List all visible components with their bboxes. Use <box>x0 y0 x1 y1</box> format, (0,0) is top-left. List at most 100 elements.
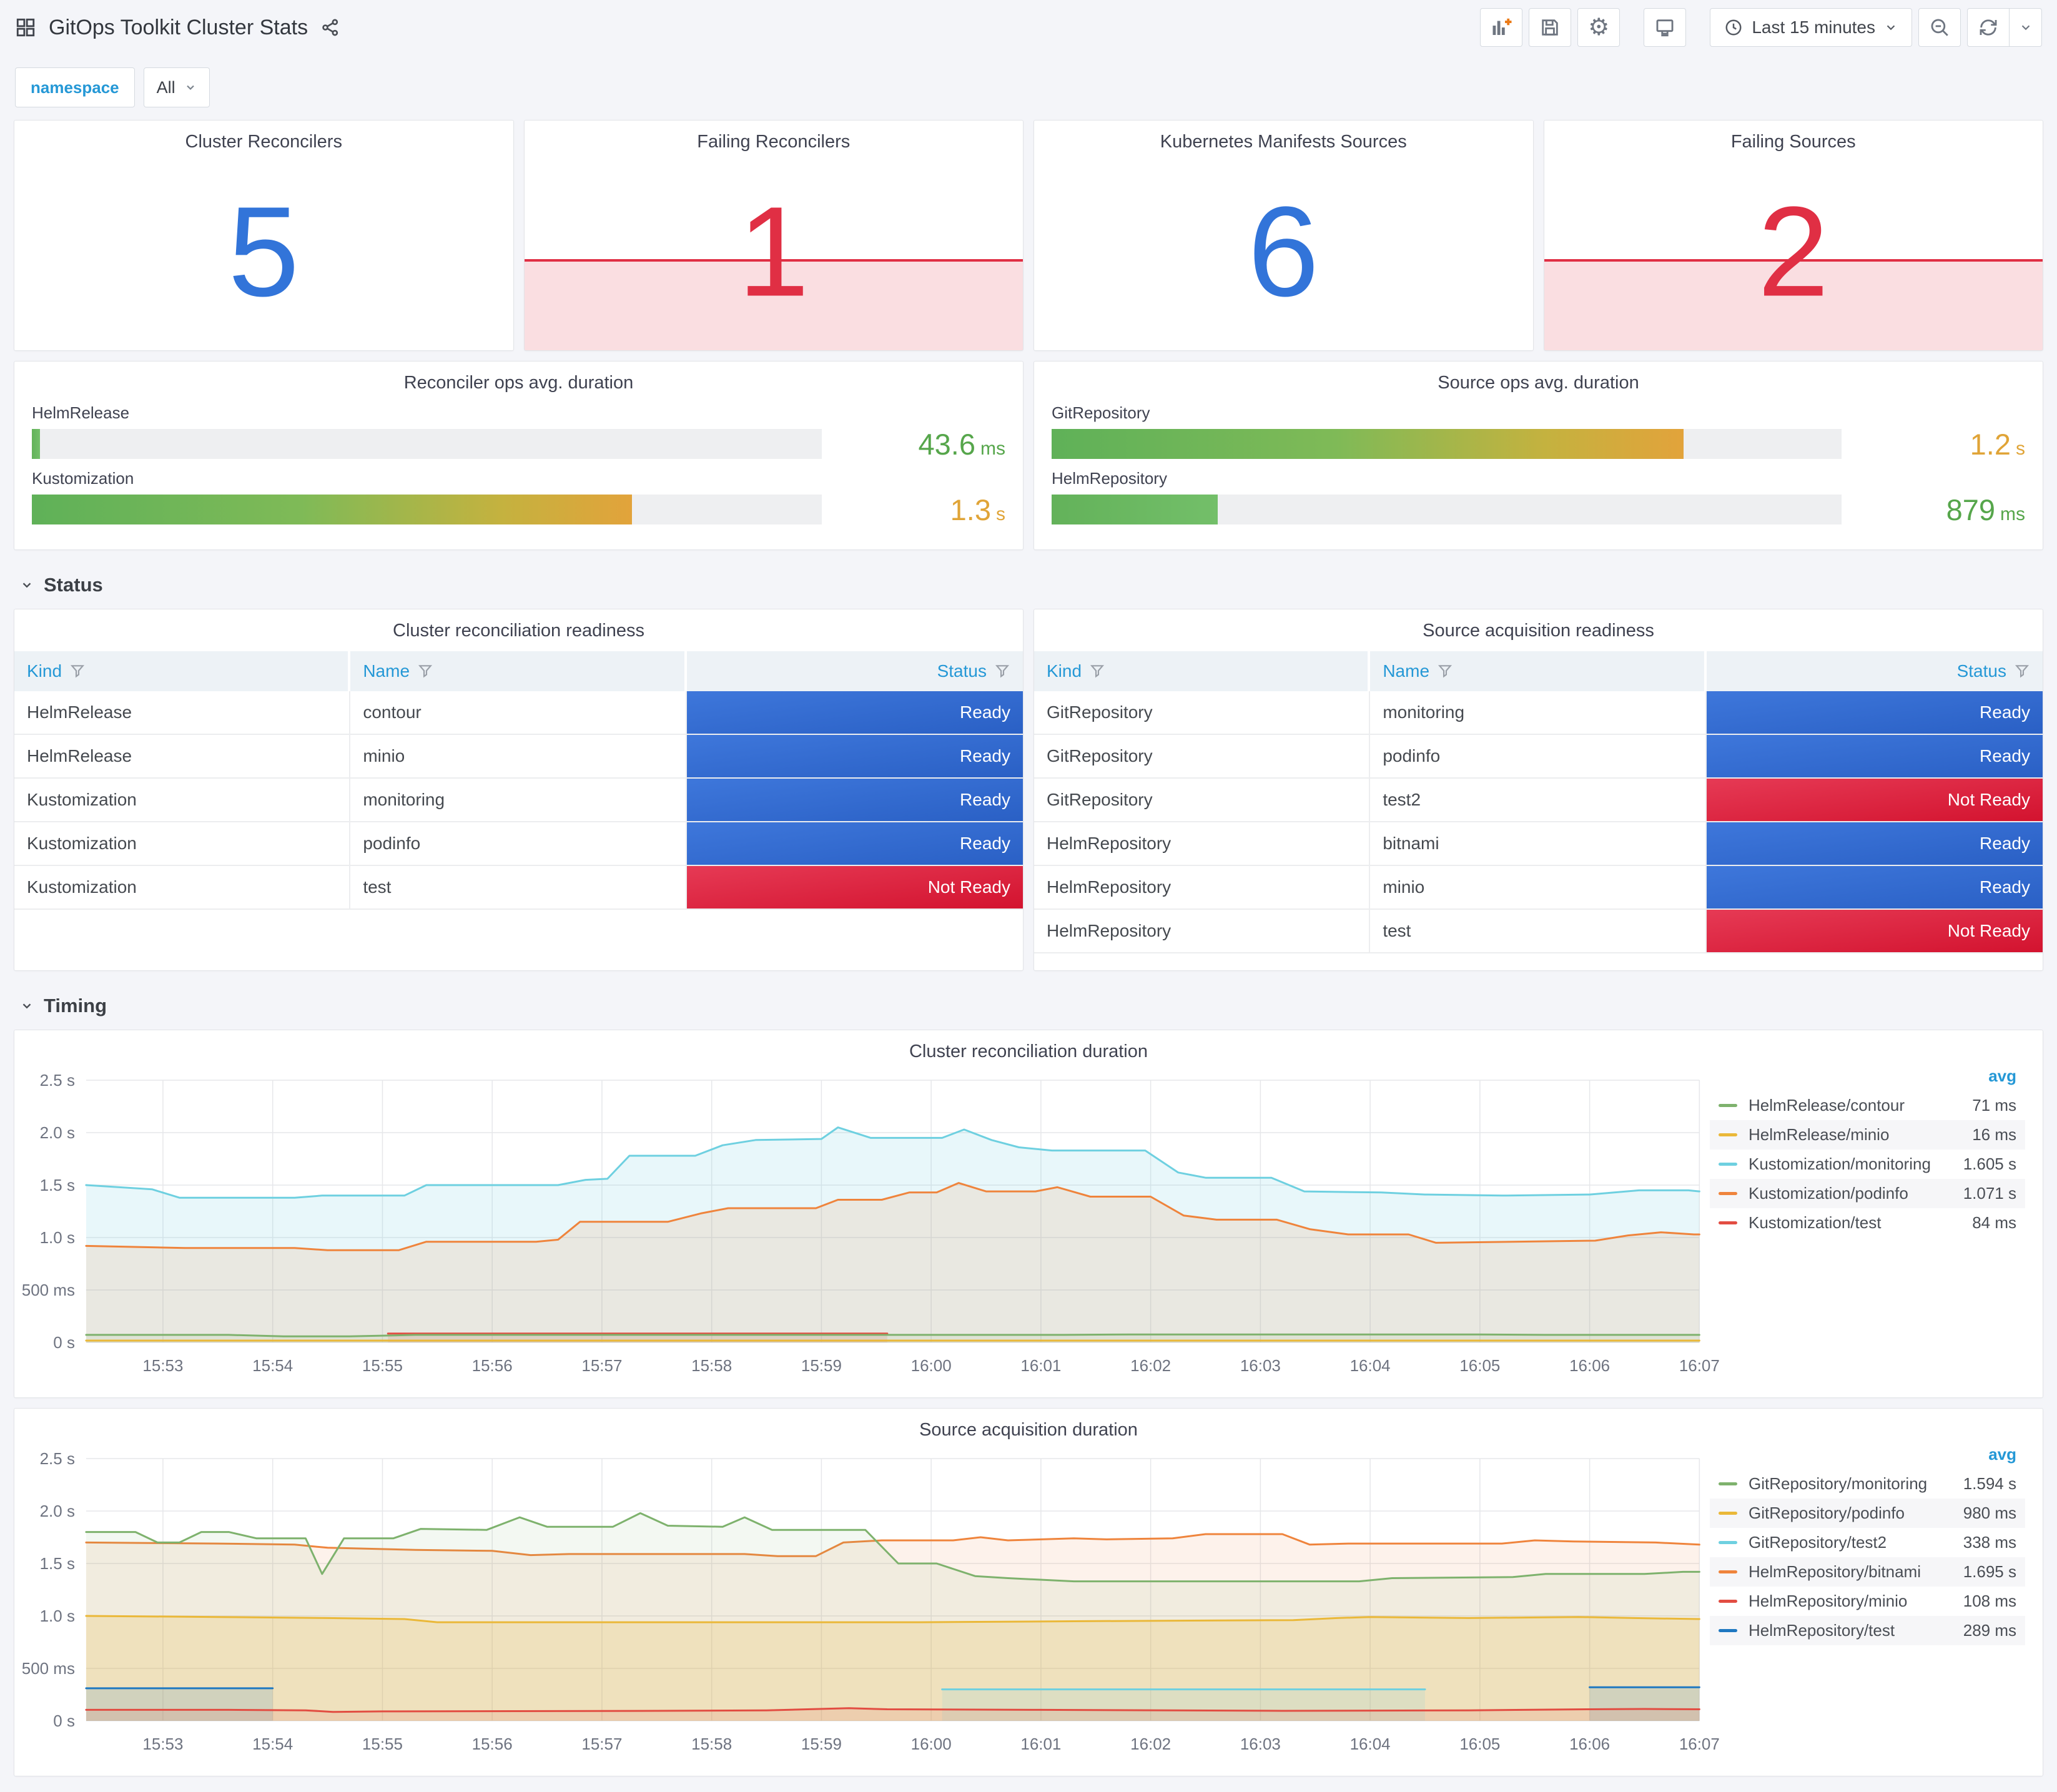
save-dashboard-button[interactable] <box>1529 8 1572 47</box>
legend-series-swatch <box>1719 1541 1737 1544</box>
legend-series-avg: 108 ms <box>1963 1592 2016 1610</box>
column-header-label: Name <box>1383 661 1430 681</box>
legend-item[interactable]: HelmRepository/test 289 ms <box>1710 1616 2025 1645</box>
svg-text:16:04: 16:04 <box>1350 1735 1391 1753</box>
legend-series-name: GitRepository/podinfo <box>1749 1504 1905 1522</box>
table-row: HelmRelease contour Ready <box>14 691 1023 735</box>
legend-series-swatch <box>1719 1133 1737 1136</box>
table-row: HelmRepository minio Ready <box>1034 866 2043 910</box>
cell-name: test <box>1370 910 1707 952</box>
gauge-track <box>1052 495 1842 524</box>
svg-text:0 s: 0 s <box>53 1711 75 1730</box>
chevron-down-icon <box>2019 21 2033 34</box>
gauge-bar-fill <box>32 495 633 524</box>
refresh-button[interactable] <box>1967 8 2010 47</box>
add-panel-button[interactable] <box>1480 8 1523 47</box>
svg-text:16:00: 16:00 <box>911 1735 952 1753</box>
column-header-name[interactable]: Name <box>1370 651 1707 691</box>
cell-name: test <box>350 866 687 908</box>
variable-label-namespace: namespace <box>15 67 135 107</box>
legend-item[interactable]: GitRepository/monitoring 1.594 s <box>1710 1469 2025 1499</box>
gauges-row: Reconciler ops avg. duration HelmRelease 4… <box>14 361 2043 550</box>
cycle-view-mode-button[interactable] <box>1644 8 1687 47</box>
svg-text:2.5 s: 2.5 s <box>40 1071 75 1090</box>
zoom-out-icon <box>1929 17 1950 38</box>
gauge-value-number: 879 <box>1946 493 1995 526</box>
cell-kind: GitRepository <box>1034 691 1371 734</box>
gauge-value-unit: s <box>2016 438 2025 459</box>
chart-plot-area[interactable]: 0 s 500 ms 1.0 s 1.5 s 2.0 s 2.5 s 15:53 15:54 1… <box>14 1030 2043 1397</box>
column-header-kind[interactable]: Kind <box>1034 651 1371 691</box>
svg-text:1.5 s: 1.5 s <box>40 1176 75 1194</box>
column-header-label: Kind <box>27 661 62 681</box>
column-header-label: Kind <box>1047 661 1082 681</box>
variable-value-dropdown[interactable]: All <box>143 67 210 107</box>
filter-icon <box>995 665 1010 678</box>
legend-item[interactable]: Kustomization/test 84 ms <box>1710 1208 2025 1238</box>
legend-series-avg: 1.695 s <box>1963 1562 2016 1581</box>
legend-item[interactable]: GitRepository/podinfo 980 ms <box>1710 1499 2025 1528</box>
zoom-out-button[interactable] <box>1918 8 1961 47</box>
gauge-panel-title: Reconciler ops avg. duration <box>403 373 634 393</box>
legend-item[interactable]: HelmRepository/bitnami 1.695 s <box>1710 1557 2025 1587</box>
legend-series-name: GitRepository/test2 <box>1749 1533 1887 1552</box>
legend-series-avg: 84 ms <box>1972 1213 2016 1232</box>
refresh-interval-dropdown[interactable] <box>2010 8 2042 47</box>
cell-kind: HelmRepository <box>1034 822 1371 865</box>
legend-series-name: Kustomization/podinfo <box>1749 1184 1908 1203</box>
svg-text:16:02: 16:02 <box>1130 1735 1171 1753</box>
legend-series-swatch <box>1719 1512 1737 1515</box>
svg-text:500 ms: 500 ms <box>22 1659 75 1678</box>
section-title: Timing <box>44 995 107 1017</box>
table-row: HelmRepository bitnami Ready <box>1034 822 2043 866</box>
legend-avg-header[interactable]: avg <box>1988 1445 2016 1464</box>
svg-text:1.0 s: 1.0 s <box>40 1607 75 1625</box>
chart-plot-area[interactable]: 0 s 500 ms 1.0 s 1.5 s 2.0 s 2.5 s 15:53 15:54 1… <box>14 1409 2043 1776</box>
cell-kind: Kustomization <box>14 866 351 908</box>
legend-rows: GitRepository/monitoring 1.594 s GitReposi… <box>1710 1469 2025 1645</box>
legend-item[interactable]: Kustomization/podinfo 1.071 s <box>1710 1179 2025 1208</box>
legend-item[interactable]: Kustomization/monitoring 1.605 s <box>1710 1150 2025 1179</box>
add-panel-icon <box>1490 16 1512 39</box>
cell-kind: Kustomization <box>14 779 351 821</box>
legend-series-swatch <box>1719 1570 1737 1573</box>
legend-series-avg: 338 ms <box>1963 1533 2016 1552</box>
column-header-status[interactable]: Status <box>1707 651 2043 691</box>
legend-series-name: HelmRelease/contour <box>1749 1096 1905 1115</box>
gauge-bar-fill <box>1052 429 1684 459</box>
column-header-kind[interactable]: Kind <box>14 651 351 691</box>
time-range-label: Last 15 minutes <box>1752 17 1875 37</box>
legend-avg-header[interactable]: avg <box>1988 1066 2016 1085</box>
cell-status: Not Ready <box>1706 910 2043 952</box>
legend-item[interactable]: HelmRelease/contour 71 ms <box>1710 1091 2025 1120</box>
stat-panel: Failing Reconcilers 1 <box>523 120 1024 351</box>
section-header-status[interactable]: Status <box>14 560 2043 599</box>
legend-series-swatch <box>1719 1192 1737 1195</box>
time-range-picker[interactable]: Last 15 minutes <box>1710 8 1912 47</box>
column-header-label: Name <box>363 661 410 681</box>
section-header-timing[interactable]: Timing <box>14 981 2043 1020</box>
gauge-row: HelmRelease 43.6 ms <box>32 403 1005 459</box>
legend-item[interactable]: GitRepository/test2 338 ms <box>1710 1528 2025 1557</box>
column-header-name[interactable]: Name <box>350 651 687 691</box>
table-header-row: Kind Name Status <box>1034 651 2043 691</box>
svg-text:16:06: 16:06 <box>1569 1735 1610 1753</box>
legend-series-name: GitRepository/monitoring <box>1749 1474 1928 1493</box>
dashboard-settings-button[interactable]: ⚙ <box>1577 8 1620 47</box>
cell-kind: HelmRepository <box>1034 910 1371 952</box>
variables-row: namespace All <box>0 49 2057 112</box>
column-header-status[interactable]: Status <box>687 651 1023 691</box>
page-title: GitOps Toolkit Cluster Stats <box>49 15 308 39</box>
gauge-label: GitRepository <box>1052 403 1150 422</box>
legend-item[interactable]: HelmRepository/minio 108 ms <box>1710 1587 2025 1616</box>
share-icon[interactable] <box>320 17 340 37</box>
cell-kind: GitRepository <box>1034 735 1371 777</box>
filter-icon <box>1090 665 1105 678</box>
dashboard-grid-icon[interactable] <box>15 17 36 38</box>
svg-text:15:53: 15:53 <box>142 1735 183 1753</box>
chevron-down-icon <box>22 1003 31 1009</box>
svg-text:16:01: 16:01 <box>1020 1735 1061 1753</box>
legend-item[interactable]: HelmRelease/minio 16 ms <box>1710 1120 2025 1150</box>
stat-panel-title: Failing Reconcilers <box>697 132 851 152</box>
column-header-label: Status <box>937 661 987 681</box>
